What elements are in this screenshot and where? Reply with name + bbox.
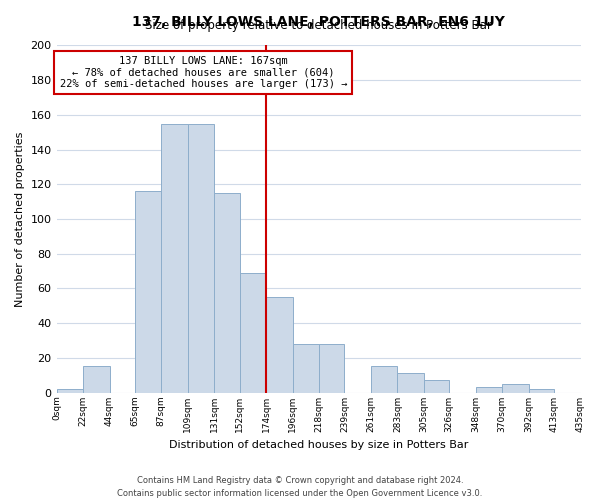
Bar — [529, 389, 554, 392]
Bar — [424, 380, 449, 392]
Bar — [83, 366, 110, 392]
Bar — [502, 384, 529, 392]
Bar — [319, 344, 344, 393]
Title: 137, BILLY LOWS LANE, POTTERS BAR, EN6 1UY: 137, BILLY LOWS LANE, POTTERS BAR, EN6 1… — [132, 15, 505, 29]
Bar — [188, 124, 214, 392]
Bar — [266, 297, 293, 392]
Bar — [397, 374, 424, 392]
Bar — [214, 193, 239, 392]
Y-axis label: Number of detached properties: Number of detached properties — [15, 132, 25, 306]
Bar — [239, 273, 266, 392]
Bar — [161, 124, 188, 392]
Bar — [135, 191, 161, 392]
Bar — [56, 389, 83, 392]
Bar — [476, 388, 502, 392]
Text: 137 BILLY LOWS LANE: 167sqm
← 78% of detached houses are smaller (604)
22% of se: 137 BILLY LOWS LANE: 167sqm ← 78% of det… — [59, 56, 347, 89]
X-axis label: Distribution of detached houses by size in Potters Bar: Distribution of detached houses by size … — [169, 440, 468, 450]
Bar — [371, 366, 397, 392]
Text: Contains HM Land Registry data © Crown copyright and database right 2024.
Contai: Contains HM Land Registry data © Crown c… — [118, 476, 482, 498]
Text: Size of property relative to detached houses in Potters Bar: Size of property relative to detached ho… — [145, 18, 492, 32]
Bar — [293, 344, 319, 393]
